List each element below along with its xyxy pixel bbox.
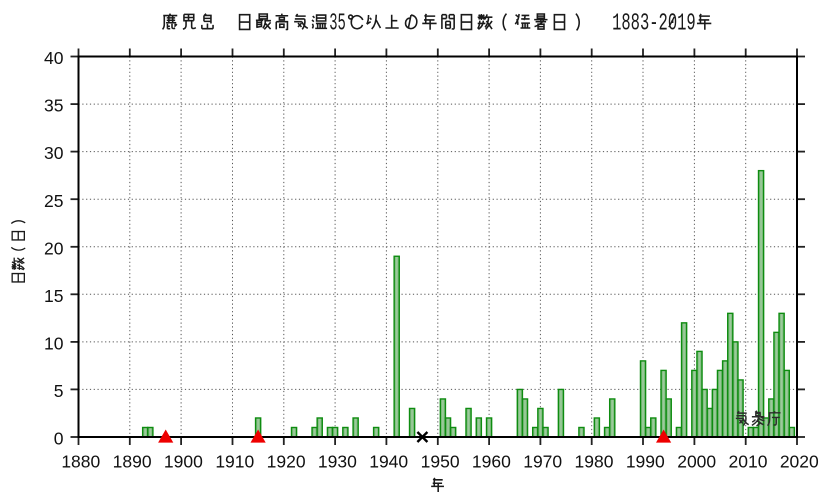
svg-text:1883-2019: 1883-2019	[612, 10, 696, 37]
svg-text:15: 15	[44, 286, 63, 306]
svg-text:30: 30	[44, 143, 64, 163]
svg-text:25: 25	[44, 191, 63, 211]
svg-text:1940: 1940	[369, 452, 408, 472]
svg-text:2020: 2020	[780, 452, 819, 472]
svg-text:2010: 2010	[729, 452, 768, 472]
svg-text:40: 40	[44, 48, 64, 68]
svg-text:5: 5	[54, 381, 64, 401]
svg-text:10: 10	[44, 334, 64, 354]
svg-text:1930: 1930	[318, 452, 357, 472]
svg-text:1960: 1960	[472, 452, 511, 472]
svg-text:0: 0	[54, 429, 64, 449]
svg-text:1980: 1980	[575, 452, 614, 472]
svg-text:1910: 1910	[215, 452, 254, 472]
svg-text:1950: 1950	[421, 452, 460, 472]
svg-text:1920: 1920	[267, 452, 306, 472]
svg-text:1970: 1970	[523, 452, 562, 472]
svg-text:35: 35	[44, 96, 63, 116]
svg-text:1890: 1890	[113, 452, 152, 472]
svg-text:35: 35	[329, 10, 346, 37]
svg-text:20: 20	[44, 238, 64, 258]
svg-text:1900: 1900	[164, 452, 203, 472]
svg-text:1880: 1880	[61, 452, 100, 472]
svg-text:1990: 1990	[626, 452, 665, 472]
svg-text:2000: 2000	[677, 452, 716, 472]
